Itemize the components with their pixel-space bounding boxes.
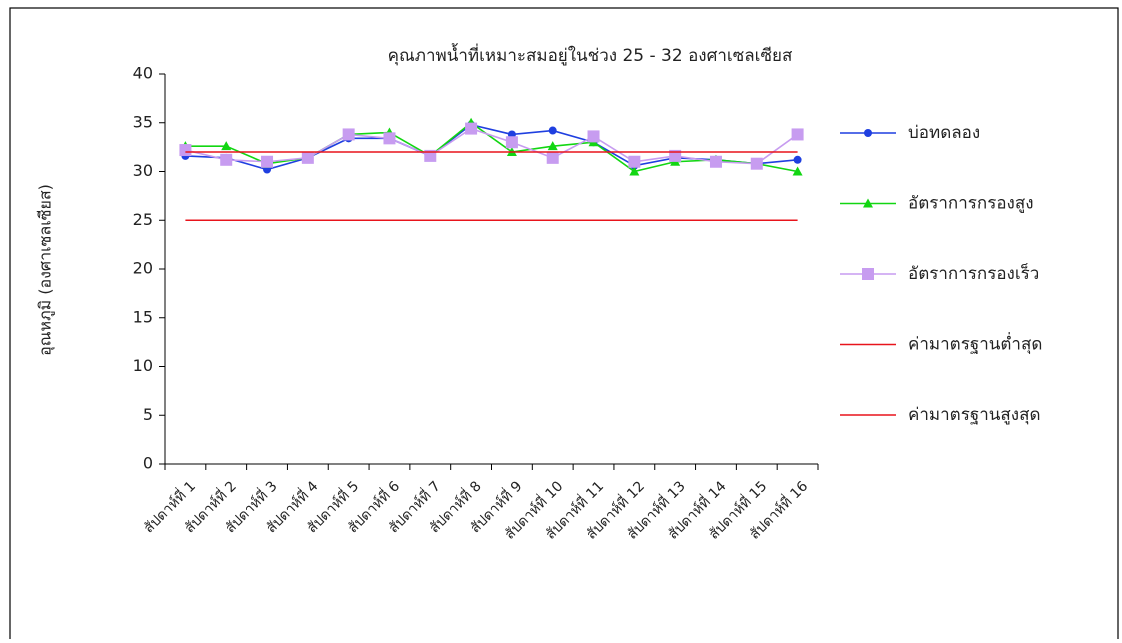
point xyxy=(546,151,559,164)
legend-label: อัตราการกรองเร็ว xyxy=(908,262,1039,284)
y-tick-label: 35 xyxy=(133,112,153,131)
point xyxy=(792,166,803,176)
legend-label: อัตราการกรองสูง xyxy=(908,194,1034,214)
y-tick-label: 5 xyxy=(143,405,153,424)
point xyxy=(791,128,804,141)
y-tick-label: 0 xyxy=(143,454,153,473)
y-tick-label: 30 xyxy=(133,161,153,180)
point xyxy=(587,130,600,143)
point xyxy=(547,141,558,151)
legend-label: ค่ามาตรฐานต่ำสุด xyxy=(908,332,1042,355)
y-tick-label: 10 xyxy=(133,356,153,375)
point xyxy=(793,155,802,164)
point xyxy=(669,149,682,162)
y-tick-label: 20 xyxy=(133,259,153,278)
point xyxy=(628,155,641,168)
point xyxy=(465,122,478,135)
point xyxy=(261,155,274,168)
point xyxy=(629,166,640,176)
point xyxy=(548,126,557,135)
series-line xyxy=(185,127,799,165)
point xyxy=(220,153,233,166)
point xyxy=(342,128,355,141)
legend-marker xyxy=(863,198,873,208)
point xyxy=(750,157,763,170)
point xyxy=(221,141,232,151)
y-tick-label: 25 xyxy=(133,210,153,229)
y-axis-label: อุณหภูมิ (องศาเซลเซียส) xyxy=(36,184,56,356)
point xyxy=(179,144,192,157)
chart-title: คุณภาพน้ำที่เหมาะสมอยู่ในช่วง 25 - 32 อง… xyxy=(388,43,793,66)
legend-marker xyxy=(862,268,874,280)
y-tick-label: 15 xyxy=(133,307,153,326)
legend-marker xyxy=(864,129,872,137)
series-line xyxy=(185,121,798,173)
y-tick-label: 40 xyxy=(133,64,153,83)
legend-label: ค่ามาตรฐานสูงสุด xyxy=(908,405,1040,425)
point xyxy=(709,155,722,168)
legend-label: บ่อทดลอง xyxy=(908,123,980,143)
point xyxy=(301,151,314,164)
point xyxy=(505,136,518,149)
point xyxy=(424,149,437,162)
point xyxy=(383,132,396,145)
chart-frame xyxy=(9,7,1119,643)
